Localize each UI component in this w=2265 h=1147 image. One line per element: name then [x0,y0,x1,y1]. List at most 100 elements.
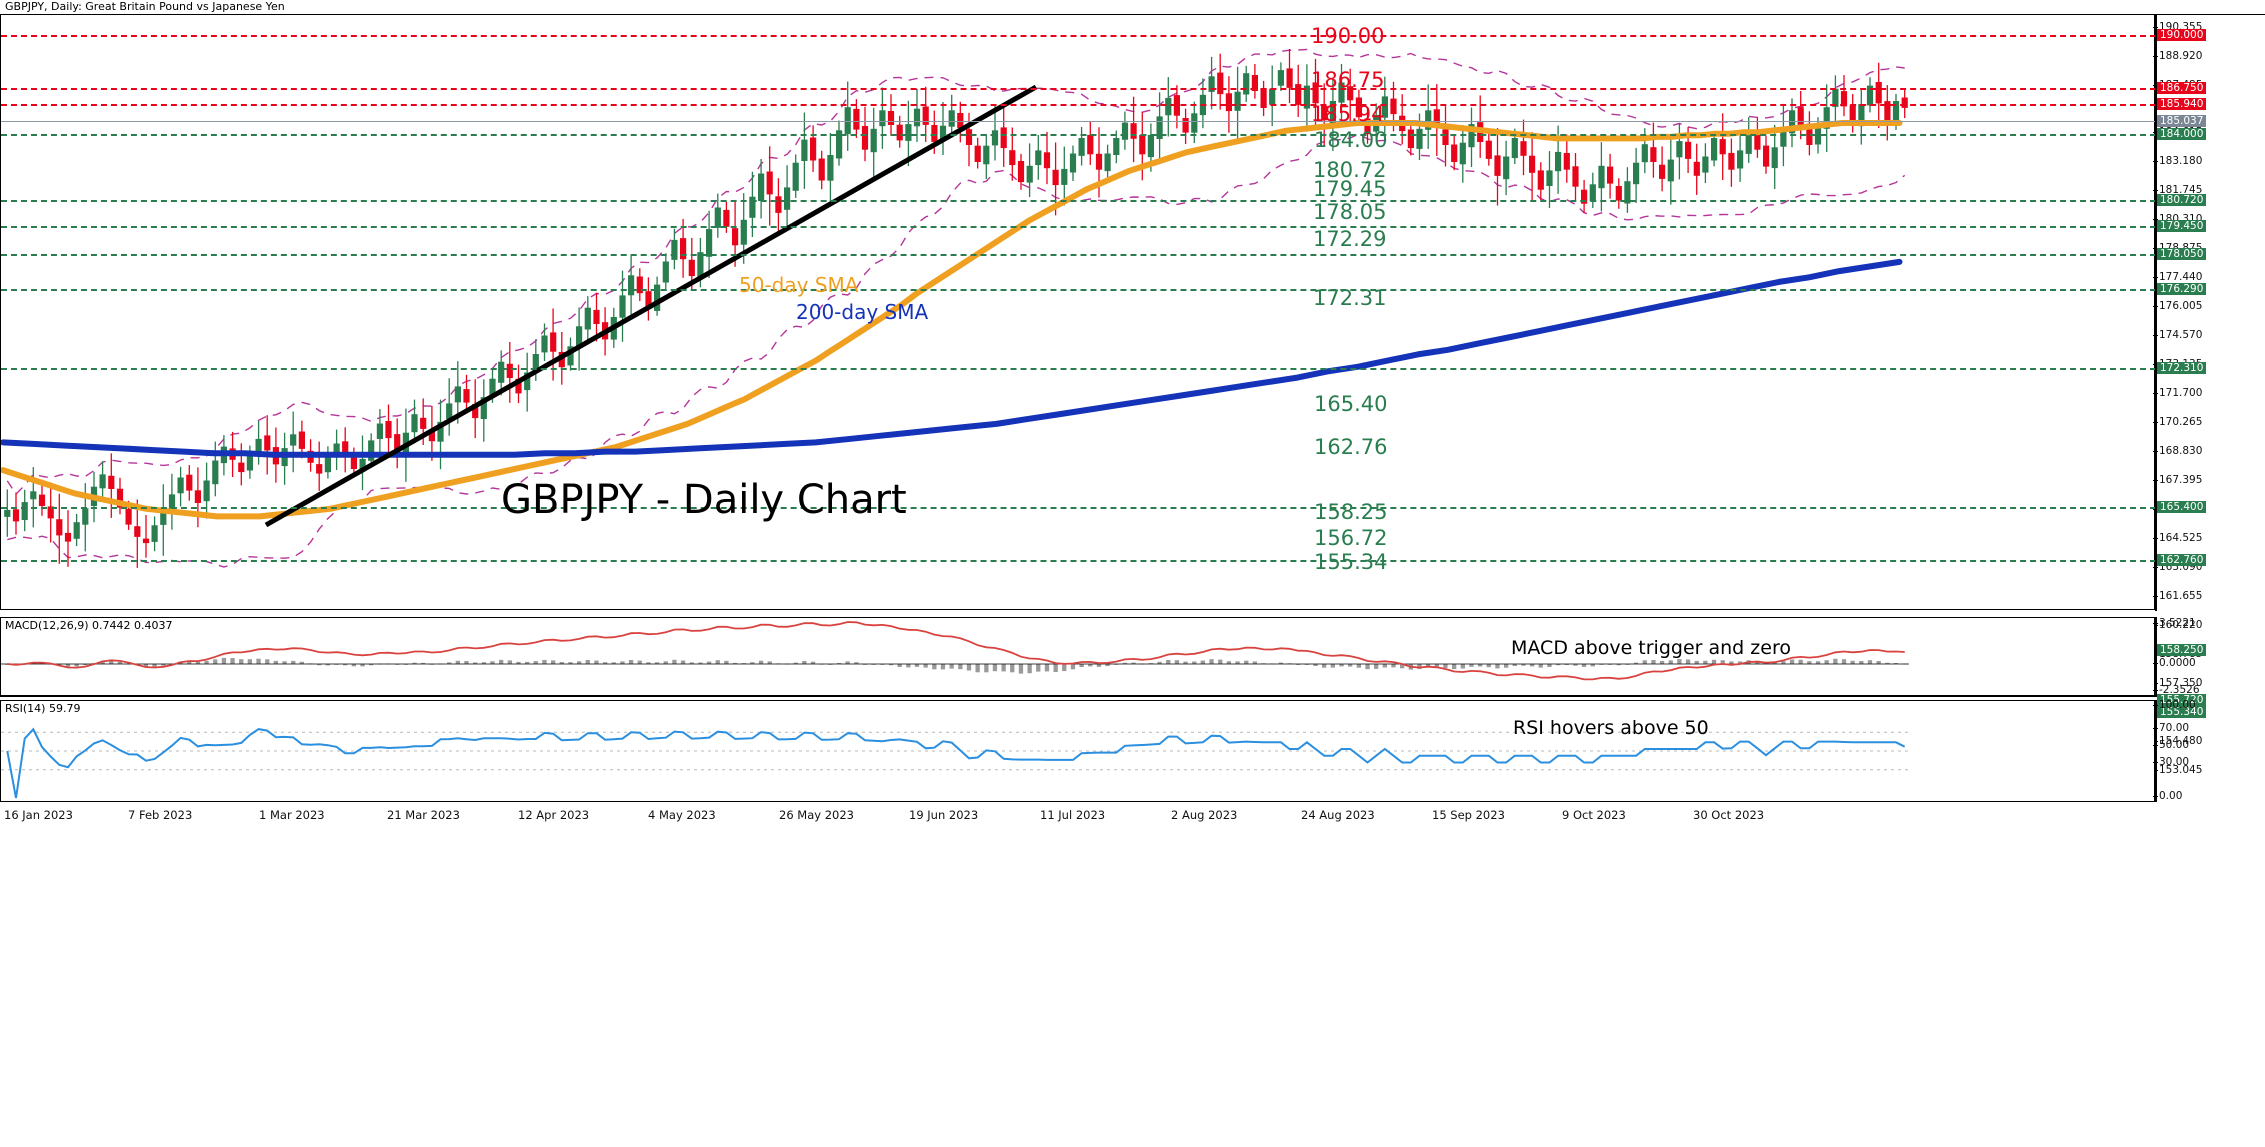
rsi-axis-tick: 30.00 [2152,756,2190,768]
macd-histogram [5,657,1907,674]
macd-axis-tick: -2.3526 [2153,684,2200,696]
price-axis-level-badge: 165.400 [2157,501,2207,513]
level-line [1,134,2156,136]
level-price-label: 178.05 [1313,200,1387,224]
price-axis-tick: 164.525 [2152,532,2203,544]
price-axis-tick: 188.920 [2152,50,2203,62]
rsi-label: RSI(14) 59.79 [5,702,81,715]
rsi-axis-spine [2155,700,2157,802]
price-axis[interactable]: 190.355188.920187.485184.615183.180181.7… [2152,14,2265,775]
level-price-label: 172.31 [1313,286,1387,310]
price-axis-level-badge: 178.050 [2157,248,2207,260]
trend-line [264,84,1038,528]
level-price-label: 155.34 [1314,550,1388,574]
sma50-annotation: 50-day SMA [739,273,859,297]
date-axis-tick: 30 Oct 2023 [1693,808,1765,822]
price-axis-tick: 167.395 [2152,474,2203,486]
macd-label: MACD(12,26,9) 0.7442 0.4037 [5,619,173,632]
date-axis-tick: 1 Mar 2023 [259,808,325,822]
date-axis-tick: 7 Feb 2023 [128,808,193,822]
price-axis-level-badge: 176.290 [2157,283,2207,295]
date-axis-tick: 2 Aug 2023 [1171,808,1238,822]
level-line [1,200,2156,202]
macd-note-annotation: MACD above trigger and zero [1511,637,1791,659]
date-axis-tick: 11 Jul 2023 [1040,808,1106,822]
price-axis-level-badge: 179.450 [2157,220,2207,232]
price-axis-tick: 183.180 [2152,155,2203,167]
rsi-axis-tick: 70.00 [2152,722,2190,734]
rsi-axis-tick: 50.00 [2152,739,2190,751]
macd-axis: 3.5221 0.0000 -2.3526 [2153,617,2265,697]
price-axis-level-badge: 155.720 [2157,694,2207,706]
rsi-axis-tick: 0.00 [2152,790,2183,802]
level-line [1,560,2156,562]
level-line [1,507,2156,509]
price-axis-level-badge: 155.340 [2157,706,2207,718]
rsi-plot-svg [1,727,1909,799]
price-chart-panel[interactable]: 190.00 186.75 185.94 184.00 180.72 179.45 178.… [0,14,2156,652]
candle-group [4,49,1908,568]
date-axis-tick: 19 Jun 2023 [909,808,979,822]
sma200-line [1,258,1903,458]
date-axis-tick: 15 Sep 2023 [1432,808,1505,822]
date-axis-tick: 24 Aug 2023 [1301,808,1375,822]
date-axis-tick: 16 Jan 2023 [4,808,73,822]
macd-axis-spine [2155,617,2157,697]
price-axis-tick: 168.830 [2152,445,2203,457]
level-price-label: 186.75 [1311,68,1385,92]
price-axis-level-badge: 158.250 [2157,644,2207,656]
level-price-label: 158.25 [1314,500,1388,524]
price-axis-tick: 174.570 [2152,329,2203,341]
level-price-label: 162.76 [1314,435,1388,459]
rsi-panel[interactable]: RSI(14) 59.79 RSI hovers above 50 [0,700,2155,802]
level-line [1,289,2156,291]
macd-panel[interactable]: MACD(12,26,9) 0.7442 0.4037 MACD above t… [0,617,2155,697]
level-price-label: 179.45 [1313,177,1387,201]
date-axis-tick: 12 Apr 2023 [518,808,590,822]
date-axis-tick: 9 Oct 2023 [1562,808,1626,822]
level-price-label: 184.00 [1314,128,1388,152]
price-axis-tick: 177.440 [2152,271,2203,283]
level-line [1,35,2156,37]
sma50-line [1,120,1903,520]
level-price-label: 156.72 [1314,526,1388,550]
price-axis-tick: 170.265 [2152,416,2203,428]
level-line [1,254,2156,256]
date-axis-tick: 21 Mar 2023 [387,808,460,822]
macd-axis-tick: 3.5221 [2153,617,2196,629]
level-line [1,104,2156,106]
date-axis: 16 Jan 2023 7 Feb 2023 1 Mar 2023 21 Mar 20… [0,802,2155,832]
rsi-axis: 100.00 70.00 50.00 30.00 0.00 [2152,699,2265,802]
price-axis-tick: 180.310 [2152,213,2203,225]
level-line [1,121,2156,122]
price-axis-tick: 161.655 [2152,590,2203,602]
rsi-note-annotation: RSI hovers above 50 [1513,717,1709,739]
rsi-line [6,727,1906,799]
level-line [1,368,2156,370]
date-axis-tick: 26 May 2023 [779,808,854,822]
macd-plot-svg [1,621,1909,681]
price-axis-tick: 176.005 [2152,300,2203,312]
level-price-label: 172.29 [1313,227,1387,251]
macd-axis-tick: 0.0000 [2153,657,2196,669]
price-axis-level-badge: 162.760 [2157,554,2207,566]
sma200-annotation: 200-day SMA [796,300,929,324]
chart-title-annotation: GBPJPY - Daily Chart [501,477,907,523]
price-axis-tick: 171.700 [2152,387,2203,399]
level-price-label: 190.00 [1311,24,1385,48]
price-axis-level-badge: 184.000 [2157,128,2207,140]
date-axis-tick: 4 May 2023 [648,808,716,822]
price-axis-tick: 190.355 [2152,21,2203,33]
level-price-label: 180.72 [1313,158,1387,182]
rsi-axis-tick: 100.00 [2153,699,2196,711]
price-axis-tick: 181.745 [2152,184,2203,196]
level-line [1,88,2156,90]
price-axis-spine [2155,15,2157,611]
price-axis-level-badge: 172.310 [2157,362,2207,374]
chart-header-title: GBPJPY, Daily: Great Britain Pound vs Ja… [5,0,285,13]
price-axis-level-badge: 190.000 [2157,29,2207,41]
price-axis-level-badge: 185.940 [2157,98,2207,110]
price-axis-level-badge: 180.720 [2157,194,2207,206]
level-price-label: 185.94 [1311,102,1385,126]
